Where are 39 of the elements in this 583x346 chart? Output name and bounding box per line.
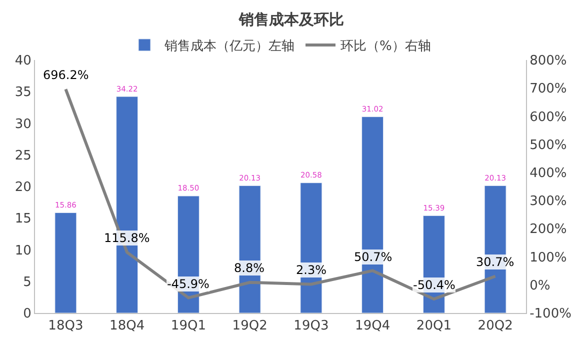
data-label: 2.3% bbox=[296, 263, 326, 277]
y2-tick-label: 600% bbox=[530, 110, 567, 125]
y-tick-label: 40 bbox=[14, 54, 32, 69]
y-tick-label: 0 bbox=[23, 306, 32, 322]
y-tick-label: 20 bbox=[14, 180, 32, 196]
x-tick-label: 20Q1 bbox=[416, 318, 452, 334]
y2-tick-label: 400% bbox=[530, 166, 567, 181]
x-tick-label: 18Q4 bbox=[110, 318, 145, 334]
y-tick-label: 10 bbox=[14, 243, 32, 258]
y2-tick-label: 700% bbox=[530, 82, 567, 97]
bar bbox=[54, 212, 77, 313]
chart-title: 销售成本及环比 bbox=[238, 10, 344, 28]
y-tick-label: 15 bbox=[14, 212, 32, 227]
legend-label: 环比（%）右轴 bbox=[340, 39, 431, 54]
data-label: -45.9% bbox=[167, 277, 210, 291]
y2-tick-label: 300% bbox=[530, 194, 567, 210]
data-label: 8.8% bbox=[234, 261, 264, 275]
y2-tick-label: 500% bbox=[530, 138, 567, 153]
y-tick-label: 35 bbox=[14, 85, 32, 100]
x-tick-label: 19Q2 bbox=[232, 318, 268, 334]
legend-label: 销售成本（亿元）左轴 bbox=[164, 39, 294, 54]
x-tick-label: 18Q3 bbox=[48, 318, 84, 334]
data-label: 30.7% bbox=[476, 255, 514, 269]
data-label: 696.2% bbox=[43, 68, 89, 82]
data-label: -50.4% bbox=[413, 278, 456, 292]
y2-tick-label: 0% bbox=[530, 278, 550, 294]
data-label: 50.7% bbox=[354, 250, 392, 264]
x-tick-label: 19Q1 bbox=[170, 318, 206, 334]
y2-tick-label: 100% bbox=[530, 250, 567, 266]
y2-tick-label: 200% bbox=[530, 222, 567, 238]
y2-tick-label: -100% bbox=[530, 306, 572, 322]
y2-tick-label: 800% bbox=[530, 54, 567, 69]
x-tick-label: 20Q2 bbox=[478, 318, 513, 334]
y-tick-label: 25 bbox=[14, 148, 32, 164]
x-tick-label: 19Q3 bbox=[294, 318, 329, 334]
y-tick-label: 5 bbox=[23, 274, 32, 290]
y-tick-label: 30 bbox=[14, 116, 32, 132]
data-label: 115.8% bbox=[104, 231, 150, 245]
x-tick-label: 19Q4 bbox=[355, 318, 390, 334]
